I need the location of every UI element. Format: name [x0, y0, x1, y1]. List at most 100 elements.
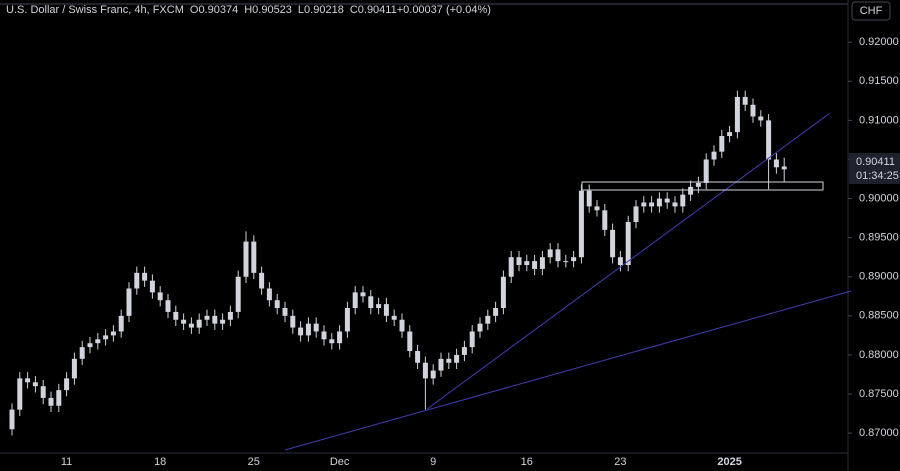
candle-body — [157, 292, 163, 301]
last-price: 0.90411 — [856, 156, 895, 168]
candle-body — [188, 323, 194, 328]
candle-body — [251, 241, 257, 273]
candle-body — [149, 280, 155, 293]
candle-body — [493, 308, 499, 316]
trend-line — [284, 290, 852, 451]
y-tick-label: 0.89000 — [859, 271, 899, 283]
candle-body — [454, 354, 460, 363]
y-tick-label: 0.87500 — [859, 388, 899, 400]
candle-body — [399, 319, 405, 332]
candle-body — [781, 166, 787, 170]
candle-body — [688, 186, 694, 195]
candle-body — [173, 311, 179, 320]
currency: CHF — [860, 5, 883, 17]
candle-body — [469, 331, 475, 348]
candle-body — [212, 315, 218, 324]
candle-body — [703, 159, 709, 183]
x-tick-label: Dec — [330, 456, 350, 468]
candle-body — [32, 382, 38, 387]
candle-body — [578, 190, 584, 258]
candle-body — [17, 378, 23, 410]
countdown: 01:34:25 — [856, 170, 899, 182]
candle-body — [95, 339, 101, 344]
candle-body — [610, 229, 616, 258]
title: U.S. Dollar / Swiss Franc, 4h, FXCM — [6, 4, 184, 16]
y-tick-label: 0.92000 — [859, 36, 899, 48]
price-label-box — [849, 153, 900, 184]
candle-body — [126, 288, 132, 316]
candle-body — [649, 202, 655, 207]
candle-body — [103, 335, 109, 340]
candle-body — [485, 315, 491, 324]
candle-body — [734, 96, 740, 133]
candle-body — [56, 390, 62, 406]
y-tick-label: 0.88000 — [859, 349, 899, 361]
legend-value: 0.90374 — [198, 4, 238, 16]
support-zone — [581, 181, 824, 191]
candle-body — [547, 249, 553, 258]
candle-body — [64, 378, 70, 391]
candle-body — [376, 304, 382, 309]
y-tick-label: 0.91500 — [859, 75, 899, 87]
candle-body — [9, 409, 15, 430]
candle-body — [71, 358, 77, 379]
candle-body — [321, 331, 327, 340]
x-tick-label: 23 — [614, 456, 626, 468]
candle-body — [664, 198, 670, 203]
candle-body — [329, 339, 335, 344]
candle-body — [563, 261, 569, 263]
candle-body — [79, 347, 85, 359]
candle-body — [766, 120, 772, 160]
y-tick-label: 0.90000 — [859, 192, 899, 204]
candle-body — [220, 319, 226, 324]
x-tick-label: 11 — [61, 456, 72, 468]
candle-body — [633, 206, 639, 223]
x-tick-label: 25 — [248, 456, 260, 468]
candle-body — [773, 159, 779, 168]
candle-body — [204, 315, 210, 320]
candle-body — [524, 261, 530, 266]
candle-body — [40, 386, 46, 398]
legend-key: O — [190, 4, 199, 16]
candle-body — [438, 358, 444, 371]
candle-body — [586, 190, 592, 207]
candle-body — [594, 206, 600, 211]
candle-body — [118, 315, 124, 332]
candle-body — [305, 323, 311, 336]
candle-body — [555, 249, 561, 262]
candle-body — [259, 272, 265, 289]
candle-body — [274, 300, 280, 309]
candle-body — [602, 210, 608, 230]
candle-body — [446, 358, 452, 363]
candle-body — [196, 319, 202, 328]
candle-body — [539, 257, 545, 269]
candle-body — [110, 331, 116, 336]
candle-body — [360, 292, 366, 297]
candle-body — [508, 257, 514, 277]
legend-value: 0.90523 — [252, 4, 292, 16]
candle-body — [727, 132, 733, 137]
candle-body — [641, 202, 647, 207]
candle-body — [415, 351, 421, 363]
candle-body — [571, 257, 577, 262]
legend-key: H — [244, 4, 252, 16]
candle-body — [430, 370, 436, 379]
trend-line — [426, 112, 831, 410]
candle-body — [391, 315, 397, 320]
x-tick-label: 16 — [521, 456, 533, 468]
candle-body — [672, 202, 678, 207]
candle-body — [500, 276, 506, 309]
candle-body — [266, 288, 272, 301]
y-tick-label: 0.88500 — [859, 310, 899, 322]
y-tick-label: 0.89500 — [859, 232, 899, 244]
candle-body — [290, 315, 296, 328]
x-tick-label: 9 — [430, 456, 436, 468]
candle-body — [243, 241, 249, 277]
candles — [9, 90, 787, 436]
candle-body — [422, 362, 428, 379]
candle-body — [352, 292, 358, 309]
candle-body — [142, 272, 148, 281]
y-tick-label: 0.91000 — [859, 114, 899, 126]
candle-body — [656, 198, 662, 207]
